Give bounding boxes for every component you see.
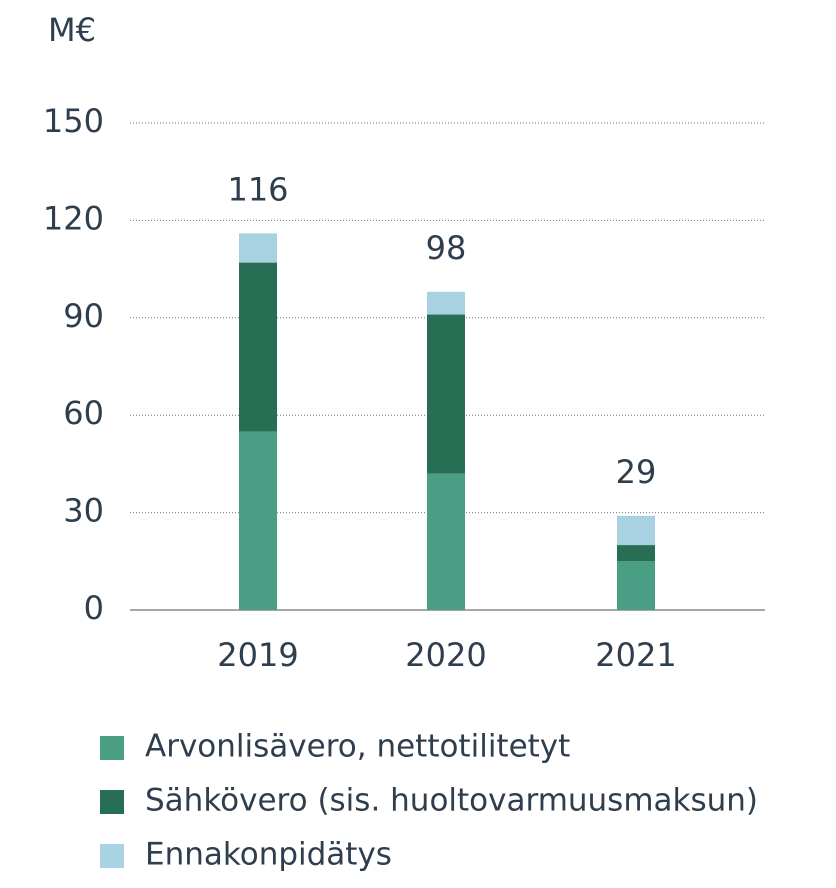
bar-segment [427,473,465,610]
y-axis-label: M€ [48,11,96,49]
total-label: 116 [227,170,288,208]
legend-label: Ennakonpidätys [145,837,392,873]
bar-segment [617,545,655,562]
bar-segment [427,314,465,474]
legend-swatch [100,844,124,868]
legend-label: Sähkövero (sis. huoltovarmuusmaksun) [145,783,758,819]
legend-swatch [100,790,124,814]
bar-segment [239,431,277,610]
y-tick-label: 0 [84,589,104,627]
legend-swatch [100,736,124,760]
bar-segment [239,262,277,432]
x-tick-label: 2019 [217,636,298,674]
y-tick-label: 30 [63,492,104,530]
x-tick-label: 2020 [405,636,486,674]
legend-label: Arvonlisävero, nettotilitetyt [145,729,570,765]
bar-segment [617,515,655,546]
y-tick-label: 150 [43,102,104,140]
bar-segment [427,291,465,315]
y-tick-label: 60 [63,394,104,432]
total-label: 29 [616,453,657,491]
total-label: 98 [426,229,467,267]
x-tick-label: 2021 [595,636,676,674]
bar-segment [617,561,655,610]
y-tick-label: 90 [63,297,104,335]
y-tick-label: 120 [43,199,104,237]
bar-segment [239,233,277,263]
